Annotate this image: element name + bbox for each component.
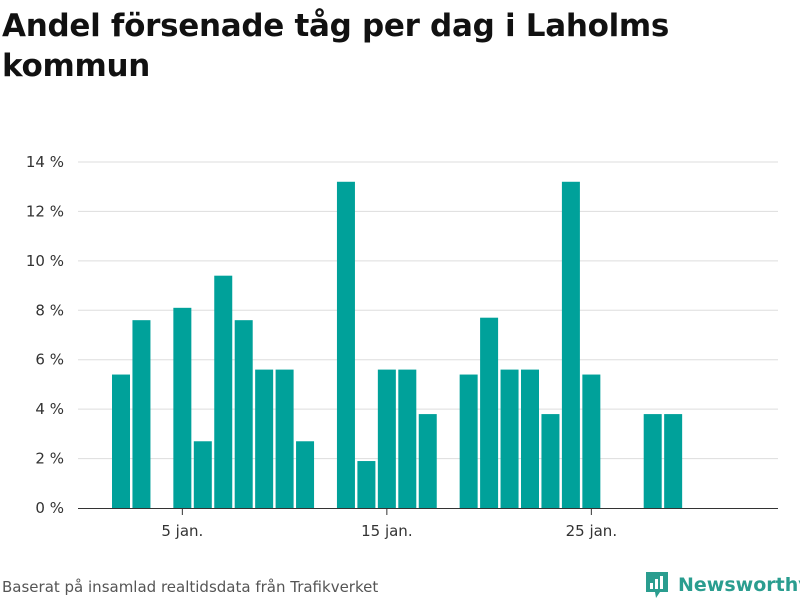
bar xyxy=(521,369,539,508)
newsworthy-logo[interactable]: Newsworthy xyxy=(644,569,800,601)
bar xyxy=(255,369,274,508)
bar xyxy=(398,369,417,508)
bar xyxy=(214,275,233,508)
bar xyxy=(500,369,519,508)
bar xyxy=(296,441,315,508)
y-tick-label: 6 % xyxy=(35,351,64,369)
bar xyxy=(132,320,151,508)
bar xyxy=(541,414,560,508)
y-tick-label: 8 % xyxy=(35,301,64,319)
x-tick-label: 15 jan. xyxy=(361,522,413,540)
bar xyxy=(582,374,601,508)
bar xyxy=(357,461,376,508)
bar xyxy=(480,317,499,508)
chart-title: Andel försenade tåg per dag i Laholms ko… xyxy=(2,8,670,84)
bar xyxy=(664,414,683,508)
y-tick-label: 0 % xyxy=(35,499,64,517)
newsworthy-logo-icon xyxy=(646,572,668,598)
bar xyxy=(643,414,662,508)
x-tick-label: 25 jan. xyxy=(566,522,618,540)
bar xyxy=(377,369,396,508)
bar xyxy=(193,441,212,508)
y-tick-label: 4 % xyxy=(35,400,64,418)
bar xyxy=(336,181,355,508)
bar xyxy=(459,374,478,508)
y-tick-labels: 0 % 2 % 4 % 6 % 8 % 10 % 12 % 14 % xyxy=(26,153,64,517)
x-tick-label: 5 jan. xyxy=(161,522,203,540)
logo-text: Newsworthy xyxy=(678,574,800,596)
bar xyxy=(173,307,192,508)
y-tick-label: 10 % xyxy=(26,252,64,270)
y-tick-label: 2 % xyxy=(35,450,64,468)
y-tick-label: 12 % xyxy=(26,202,64,220)
bar xyxy=(275,369,294,508)
bar xyxy=(561,181,580,508)
bar xyxy=(234,320,253,508)
bar xyxy=(112,374,130,508)
y-tick-label: 14 % xyxy=(26,153,64,171)
x-tick-labels: 5 jan. 15 jan. 25 jan. xyxy=(161,508,617,540)
bar xyxy=(418,414,437,508)
bars xyxy=(112,181,683,508)
source-note: Baserat på insamlad realtidsdata från Tr… xyxy=(2,578,379,596)
